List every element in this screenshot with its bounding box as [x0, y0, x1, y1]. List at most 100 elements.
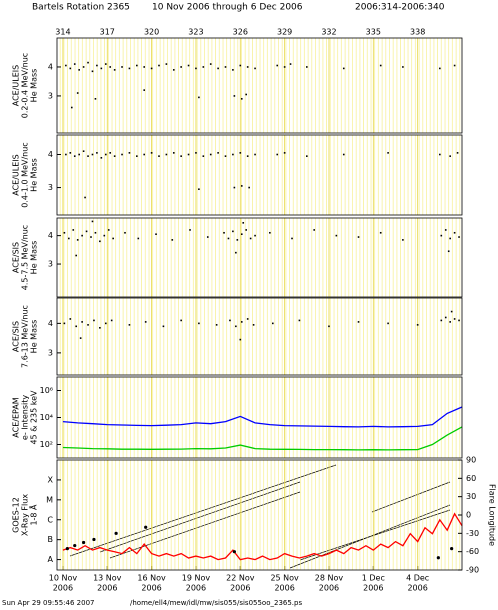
point — [187, 153, 190, 156]
point — [232, 69, 234, 71]
series-line — [62, 426, 463, 451]
point — [195, 67, 197, 70]
y-axis-label: 4.5-7.5 MeV/nuc — [21, 225, 30, 290]
title: Bartels Rotation 2365 — [32, 3, 130, 13]
point — [165, 153, 168, 156]
point — [252, 324, 255, 326]
point — [137, 237, 140, 240]
point — [342, 153, 345, 156]
point — [155, 233, 157, 235]
point — [240, 98, 243, 100]
point — [69, 318, 72, 320]
point — [87, 324, 89, 326]
point — [239, 338, 242, 341]
y-tick-label: 4 — [48, 62, 53, 71]
point — [456, 152, 459, 154]
point — [313, 229, 315, 231]
point — [402, 66, 404, 68]
point — [215, 324, 218, 326]
y-tick-label: 3 — [48, 91, 53, 100]
point — [128, 67, 131, 70]
flare-point — [65, 547, 69, 551]
point — [379, 64, 382, 67]
y-axis-label: 7.6-13 MeV/nuc — [21, 305, 30, 368]
point — [109, 152, 112, 154]
point — [100, 157, 103, 159]
point — [217, 67, 219, 70]
top-tick-label: 314 — [55, 28, 70, 37]
point — [124, 231, 126, 234]
y-tick-label: 10⁶ — [40, 386, 53, 395]
point — [449, 237, 451, 240]
point — [232, 153, 234, 156]
point — [283, 152, 286, 154]
point — [206, 236, 209, 238]
point — [189, 229, 191, 231]
point — [272, 322, 274, 325]
point — [94, 98, 97, 100]
y-tick-label: C — [47, 515, 53, 524]
y-tick-label: 10⁴ — [40, 413, 53, 422]
point — [242, 222, 245, 224]
point — [63, 322, 66, 325]
y-axis-label: 0.4-1.0 MeV/nuc — [21, 142, 30, 207]
point — [440, 319, 443, 322]
point — [233, 186, 236, 189]
point — [68, 237, 70, 240]
plot-background — [57, 218, 462, 297]
point — [85, 230, 88, 233]
point — [121, 153, 123, 156]
y-tick-label: B — [48, 535, 54, 544]
date-tick-label: 1 Dec — [362, 574, 385, 583]
point — [78, 69, 80, 71]
point — [449, 321, 451, 323]
point — [357, 236, 360, 238]
point — [113, 155, 116, 157]
y-axis-label: GOES-12 — [12, 497, 21, 533]
point — [87, 61, 89, 64]
top-tick-label: 338 — [410, 28, 425, 37]
point — [202, 155, 205, 157]
point — [246, 318, 249, 320]
top-tick-label: 332 — [321, 28, 336, 37]
point — [75, 254, 78, 257]
point — [444, 229, 447, 231]
point — [439, 67, 441, 70]
y-axis-label: He Mass — [30, 69, 39, 103]
point — [248, 186, 250, 189]
y-axis-label: e- Intensity — [21, 395, 30, 440]
footer: /home/ell4/mew/idl/mw/sis055/sis055oo_23… — [130, 599, 302, 607]
y-tick-label: 10² — [40, 440, 53, 449]
point — [82, 150, 85, 152]
point — [402, 239, 404, 241]
point — [91, 220, 94, 223]
point — [289, 63, 292, 65]
y-axis-label: 45 & 235 keV — [30, 390, 39, 445]
point — [453, 231, 456, 234]
date-tick-year: 2006 — [230, 584, 250, 593]
y-axis-label: He Mass — [30, 320, 39, 354]
flare-point — [73, 543, 77, 548]
point — [70, 106, 73, 109]
point — [235, 325, 237, 328]
flare-point — [114, 531, 118, 535]
point — [100, 67, 103, 70]
point — [453, 64, 456, 67]
panel: 10² 10⁴ 10⁶ ACE/EPAM e- Intensity 45 & 235 ke… — [12, 376, 463, 459]
point — [109, 66, 112, 68]
point — [76, 239, 79, 241]
point — [305, 155, 308, 157]
point — [387, 322, 389, 325]
point — [99, 326, 101, 329]
point — [239, 152, 242, 154]
point — [96, 64, 98, 67]
point — [198, 322, 200, 325]
date-tick-year: 2006 — [407, 584, 427, 593]
point — [224, 155, 227, 157]
point — [143, 89, 146, 91]
top-tick-label: 326 — [233, 28, 248, 37]
y-tick-label: 4 — [48, 319, 53, 328]
point — [246, 155, 249, 157]
y-axis-label: X-Ray Flux — [21, 494, 30, 536]
point — [172, 69, 175, 71]
